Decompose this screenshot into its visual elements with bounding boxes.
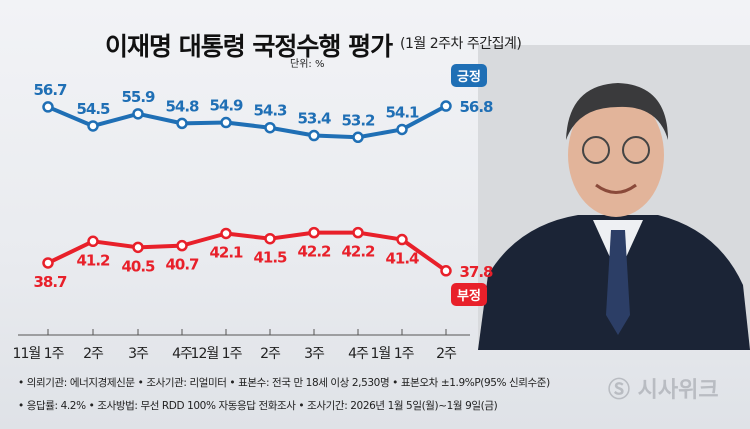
x-tick-label: 4주 (172, 346, 193, 362)
x-tick-label: 12월 1주 (191, 346, 243, 362)
x-tick-label: 2주 (436, 346, 457, 362)
x-tick-label: 11월 1주 (13, 346, 65, 362)
x-tick-label: 3주 (304, 346, 325, 362)
data-label: 53.2 (341, 111, 375, 129)
data-point (396, 123, 408, 136)
data-point (176, 117, 188, 130)
chart-title: 이재명 대통령 국정수행 평가 (105, 32, 393, 61)
data-label: 56.8 (459, 98, 493, 116)
data-label: 56.7 (33, 81, 67, 99)
data-label: 53.4 (297, 110, 331, 128)
data-label: 41.2 (76, 251, 110, 269)
unit-label: 단위: % (290, 59, 325, 70)
data-point (352, 226, 364, 239)
data-point (132, 241, 144, 254)
data-label: 54.3 (253, 102, 287, 120)
x-tick-label: 1월 1주 (370, 346, 414, 362)
footer-line-1: • 의뢰기관: 에너지경제신문 • 조사기관: 리얼미터 • 표본수: 전국 만… (18, 377, 550, 389)
x-tick-label: 2주 (260, 346, 281, 362)
legend-negative-badge: 부정 (451, 283, 487, 306)
data-point (132, 108, 144, 120)
data-point (264, 232, 276, 245)
data-label: 38.7 (33, 273, 67, 291)
series-line-0 (47, 104, 447, 140)
data-label: 55.9 (121, 88, 155, 106)
data-label: 37.8 (459, 263, 493, 281)
data-point (87, 120, 99, 132)
data-label: 54.1 (385, 103, 419, 121)
data-point (440, 265, 452, 277)
data-point (220, 116, 232, 129)
series-line-1 (47, 230, 448, 273)
data-point (440, 100, 452, 112)
data-label: 41.4 (385, 250, 419, 268)
logo-text: 시사위크 (637, 378, 719, 403)
data-label: 41.5 (253, 249, 287, 267)
chart-subtitle: (1월 2주차 주간집계) (400, 36, 522, 52)
x-tick-label: 2주 (83, 346, 104, 362)
data-label: 42.1 (209, 243, 243, 261)
data-label: 54.5 (76, 100, 110, 118)
data-point (352, 131, 364, 144)
data-label: 54.8 (165, 97, 199, 115)
data-point (264, 121, 276, 134)
legend-positive-badge: 긍정 (451, 64, 487, 87)
footer-line-2: • 응답률: 4.2% • 조사방법: 무선 RDD 100% 자동응답 전화조… (18, 400, 498, 412)
data-label: 40.7 (165, 256, 199, 274)
data-point (220, 227, 232, 240)
data-label: 42.2 (297, 243, 331, 261)
president-photo (478, 45, 750, 350)
data-point (42, 101, 54, 113)
data-point (308, 226, 320, 239)
data-label: 40.5 (121, 257, 155, 275)
x-tick-label: 4주 (348, 346, 369, 362)
x-tick-label: 3주 (128, 346, 149, 362)
sisaweek-logo: Ⓢ 시사위크 (608, 378, 719, 403)
data-label: 42.2 (341, 243, 375, 261)
data-point (308, 129, 320, 142)
data-point (87, 235, 99, 248)
data-label: 54.9 (209, 97, 243, 115)
data-point (396, 233, 408, 246)
data-point (176, 239, 188, 252)
data-point (42, 257, 54, 269)
